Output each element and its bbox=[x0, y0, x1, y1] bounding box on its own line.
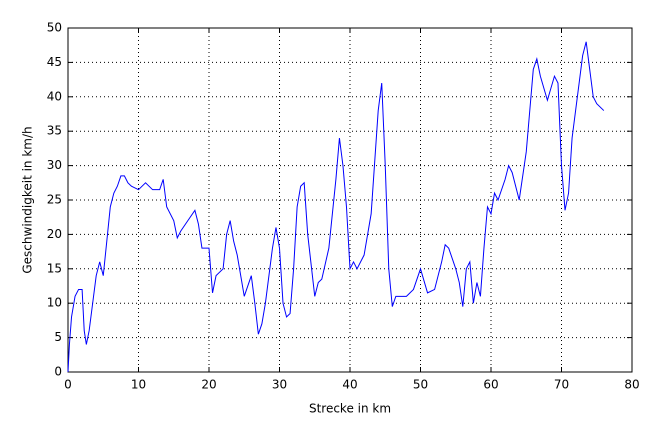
y-tick-label: 40 bbox=[47, 89, 62, 103]
x-tick-label: 0 bbox=[64, 378, 72, 392]
y-tick-label: 35 bbox=[47, 124, 62, 138]
x-tick-label: 80 bbox=[624, 378, 639, 392]
x-tick-label: 50 bbox=[413, 378, 428, 392]
x-tick-label: 20 bbox=[201, 378, 216, 392]
x-tick-label: 10 bbox=[131, 378, 146, 392]
y-tick-label: 0 bbox=[54, 365, 62, 379]
y-tick-label: 45 bbox=[47, 55, 62, 69]
x-axis-label: Strecke in km bbox=[309, 402, 391, 416]
data-line bbox=[67, 41, 605, 373]
y-tick-label: 15 bbox=[47, 261, 62, 275]
y-axis-label: Geschwindigkeit in km/h bbox=[21, 126, 35, 273]
y-tick-label: 20 bbox=[47, 227, 62, 241]
y-tick-label: 30 bbox=[47, 158, 62, 172]
x-tick-label: 30 bbox=[272, 378, 287, 392]
y-tick-label: 5 bbox=[54, 330, 62, 344]
x-tick-label: 70 bbox=[554, 378, 569, 392]
y-tick-label: 50 bbox=[47, 21, 62, 35]
y-tick-label: 10 bbox=[47, 296, 62, 310]
x-tick-label: 40 bbox=[342, 378, 357, 392]
y-tick-label: 25 bbox=[47, 193, 62, 207]
x-tick-label: 60 bbox=[483, 378, 498, 392]
